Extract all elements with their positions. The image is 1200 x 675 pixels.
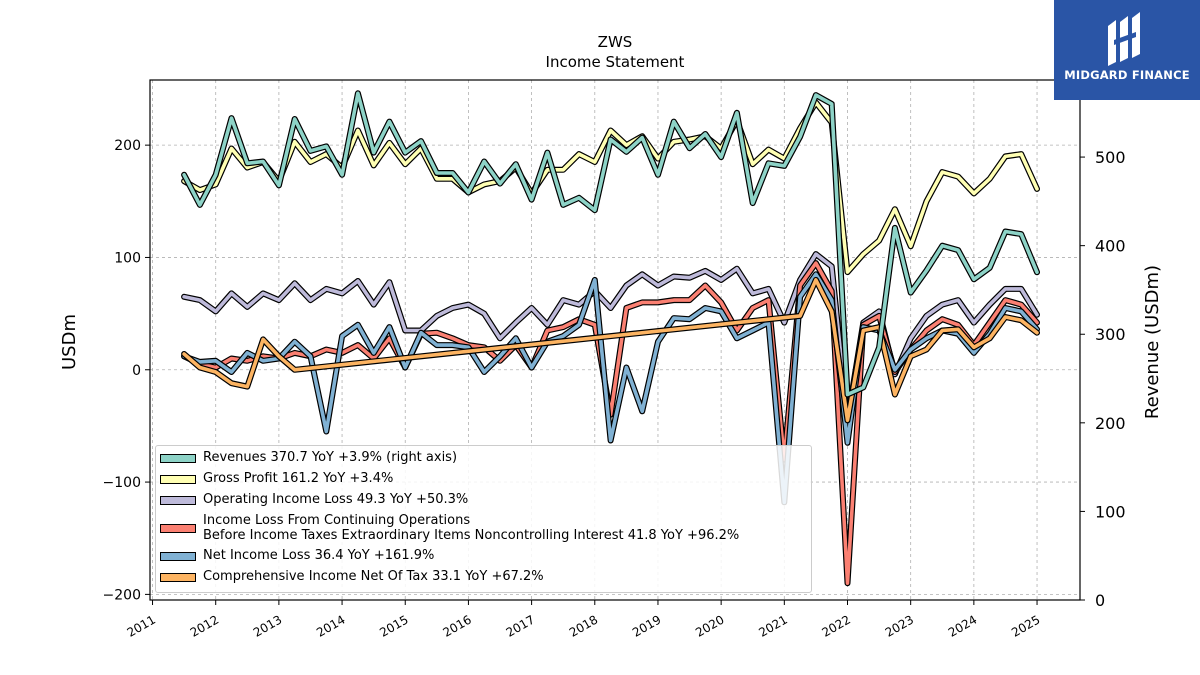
- legend-label: Comprehensive Income Net Of Tax 33.1 YoY…: [203, 569, 544, 584]
- x-tick-label: 2021: [756, 612, 789, 639]
- chart-series: [181, 90, 1040, 587]
- legend-swatch: [160, 474, 196, 484]
- legend-item-comprehensive-income: Comprehensive Income Net Of Tax 33.1 YoY…: [160, 569, 811, 585]
- y-tick-label: −100: [103, 475, 141, 491]
- y2-tick-label: 300: [1095, 325, 1126, 344]
- y2-tick-label: 0: [1095, 591, 1105, 610]
- legend-label-line: Before Income Taxes Extraordinary Items …: [203, 528, 740, 543]
- y2-axis-label: Revenue (USDm): [1142, 265, 1163, 419]
- legend-label-line: Income Loss From Continuing Operations: [203, 513, 471, 528]
- plot-frame: [149, 79, 1081, 601]
- series-line-net-income: [182, 272, 1039, 505]
- y-tick-label: −200: [103, 587, 141, 603]
- legend-item-pretax-income: Income Loss From Continuing Operations B…: [160, 513, 811, 543]
- legend-swatch: [160, 572, 196, 582]
- midgard-logo-icon: [1108, 12, 1140, 66]
- x-tick-label: 2022: [820, 612, 853, 639]
- y2-tick-label: 100: [1095, 502, 1126, 521]
- legend-label: Income Loss From Continuing Operations B…: [203, 513, 739, 543]
- series-line-gross-profit: [182, 100, 1039, 274]
- y2-tick-label: 500: [1095, 148, 1126, 167]
- chart-title: ZWS: [597, 33, 633, 51]
- x-tick-label: 2011: [125, 612, 158, 639]
- x-tick-label: 2024: [946, 612, 979, 639]
- y-tick-label: 0: [132, 363, 141, 379]
- y-axis-label: USDm: [59, 314, 80, 370]
- y2-tick-label: 200: [1095, 414, 1126, 433]
- legend-item-gross-profit: Gross Profit 161.2 YoY +3.4%: [160, 471, 811, 487]
- legend-label: Gross Profit 161.2 YoY +3.4%: [203, 471, 394, 486]
- brand-name: MIDGARD FINANCE: [1064, 68, 1190, 82]
- legend-label: Revenues 370.7 YoY +3.9% (right axis): [203, 450, 458, 465]
- legend-swatch: [160, 453, 196, 463]
- chart-subtitle: Income Statement: [545, 53, 685, 71]
- y-tick-label: 200: [114, 138, 141, 154]
- x-tick-label: 2018: [567, 612, 600, 639]
- series-line-comprehensive-income: [182, 278, 1039, 423]
- legend-swatch: [160, 523, 196, 533]
- legend-label: Net Income Loss 36.4 YoY +161.9%: [203, 548, 435, 563]
- x-tick-label: 2020: [693, 612, 726, 639]
- legend-label: Operating Income Loss 49.3 YoY +50.3%: [203, 492, 469, 507]
- legend-item-revenues: Revenues 370.7 YoY +3.9% (right axis): [160, 450, 811, 466]
- x-tick-label: 2015: [377, 612, 410, 639]
- x-tick-label: 2017: [504, 612, 537, 639]
- legend-item-net-income: Net Income Loss 36.4 YoY +161.9%: [160, 548, 811, 564]
- chart-legend: Revenues 370.7 YoY +3.9% (right axis) Gr…: [155, 445, 812, 593]
- brand-logo: MIDGARD FINANCE: [1054, 0, 1200, 100]
- x-tick-label: 2014: [314, 612, 347, 639]
- y-tick-label: 100: [114, 250, 141, 266]
- legend-swatch: [160, 551, 196, 561]
- x-tick-label: 2016: [440, 612, 473, 639]
- legend-item-operating-income: Operating Income Loss 49.3 YoY +50.3%: [160, 492, 811, 508]
- x-tick-label: 2023: [883, 612, 916, 639]
- series-line-revenues: [182, 91, 1039, 397]
- x-tick-label: 2019: [630, 612, 663, 639]
- y2-tick-label: 400: [1095, 237, 1126, 256]
- x-tick-label: 2025: [1009, 612, 1042, 639]
- x-tick-label: 2013: [251, 612, 284, 639]
- x-tick-label: 2012: [188, 612, 221, 639]
- legend-swatch: [160, 495, 196, 505]
